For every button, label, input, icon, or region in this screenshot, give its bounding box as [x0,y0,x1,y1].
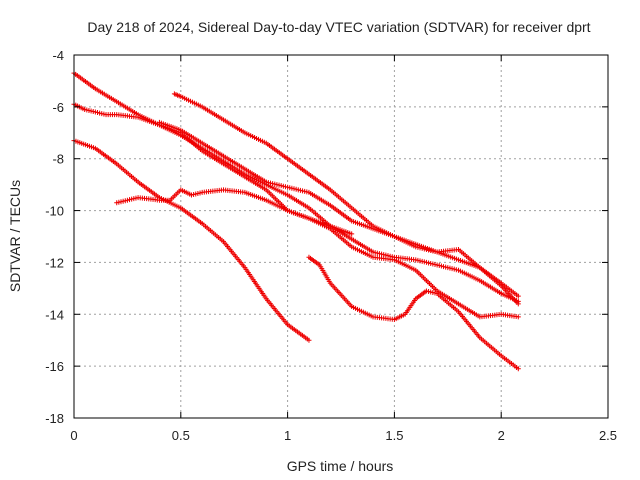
y-tick-label: -8 [52,152,64,167]
x-tick-label: 0.5 [172,428,190,443]
gridlines [74,55,608,418]
y-tick-label: -16 [45,359,64,374]
tick-labels: 0 0.5 1 1.5 2 2.5 -18 -16 -14 -12 -10 -8 -6 -4 [45,48,617,443]
axis-ticks [73,54,609,419]
x-tick-label: 1.5 [385,428,403,443]
y-tick-label: -12 [45,255,64,270]
data-point [515,366,521,372]
series-arc-2 [71,101,521,320]
y-tick-label: -14 [45,307,64,322]
plot-frame [73,54,609,419]
series-arc-5 [171,91,521,299]
x-tick-label: 0 [70,428,77,443]
y-tick-label: -6 [52,100,64,115]
data-series [71,70,521,372]
data-point [515,314,521,320]
data-point [515,293,521,299]
series-arc-6 [156,119,521,307]
series-arc-4 [114,187,355,237]
y-tick-label: -4 [52,48,64,63]
data-point [515,301,521,307]
y-axis-label: SDTVAR / TECUs [7,180,23,292]
x-axis-label: GPS time / hours [287,458,394,474]
x-tick-label: 2 [498,428,505,443]
x-tick-label: 1 [284,428,291,443]
series-arc-3 [71,138,312,343]
y-tick-label: -18 [45,411,64,426]
data-point [306,337,312,343]
x-tick-label: 2.5 [599,428,617,443]
y-tick-label: -10 [45,204,64,219]
data-point [349,231,355,237]
chart-title: Day 218 of 2024, Sidereal Day-to-day VTE… [87,19,590,35]
series-arc-7 [306,254,521,372]
